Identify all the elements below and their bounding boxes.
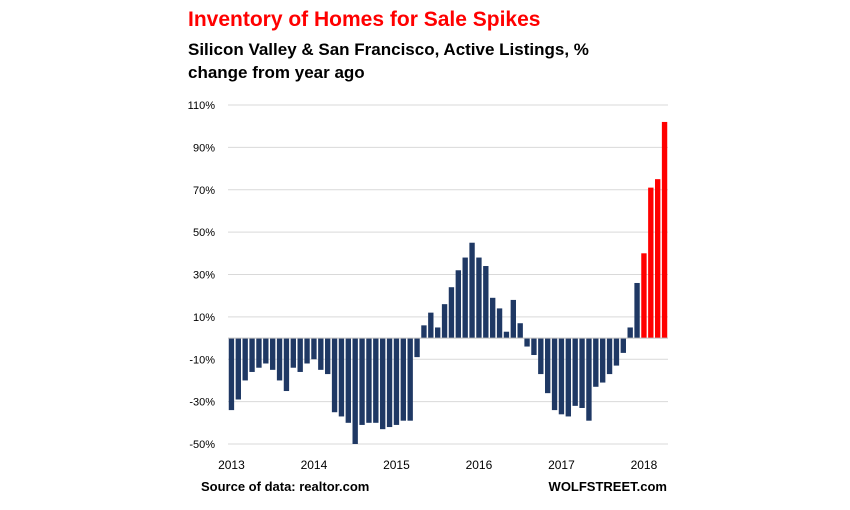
y-tick-label: -30% [189, 397, 215, 409]
bar [331, 338, 338, 413]
y-tick-label: -50% [189, 439, 215, 451]
bar [661, 121, 668, 339]
bar [380, 338, 386, 430]
bar [228, 338, 235, 411]
bar [627, 327, 633, 339]
bar [311, 338, 317, 360]
bar [290, 338, 296, 368]
bar [359, 338, 365, 425]
bar [400, 338, 406, 421]
bar [441, 304, 448, 339]
bar [524, 338, 530, 347]
source-note: Source of data: realtor.com [201, 479, 370, 494]
bar [325, 338, 331, 375]
bar [517, 323, 523, 339]
bar [579, 338, 585, 408]
brand-label: WOLFSTREET.com [548, 479, 667, 494]
bar [304, 338, 310, 364]
y-tick-label: 90% [193, 142, 215, 154]
bar [393, 338, 400, 425]
y-tick-label: 70% [193, 185, 215, 197]
y-tick-label: 30% [193, 270, 215, 282]
y-tick-label: 10% [193, 312, 215, 324]
chart-title: Inventory of Homes for Sale Spikes [188, 8, 541, 31]
bar [373, 338, 379, 423]
bar [496, 308, 503, 339]
bar [558, 338, 565, 415]
bar [531, 338, 537, 356]
bar [476, 257, 482, 339]
bar [510, 299, 516, 339]
bar [318, 338, 324, 370]
x-axis-ticks: 2013 2014 2015 2016 2017 2018 [218, 458, 658, 472]
bar [648, 187, 654, 339]
bar [545, 338, 551, 394]
bar [407, 338, 413, 421]
bar [270, 338, 276, 370]
bar [249, 338, 255, 372]
bar [483, 266, 489, 339]
gridlines [228, 104, 668, 445]
chart-subtitle: Silicon Valley & San Francisco, Active L… [188, 40, 589, 82]
bar [414, 338, 420, 358]
bar [469, 242, 475, 339]
bar [462, 257, 468, 339]
y-tick-label: -10% [189, 354, 215, 366]
bar [256, 338, 262, 368]
bar [448, 287, 455, 339]
y-axis-ticks: 110% 90% 70% 50% 30% 10% -10% -30% -50% [188, 100, 216, 451]
bar [538, 338, 544, 375]
y-tick-label: 110% [188, 100, 216, 112]
bar [600, 338, 606, 383]
bar [235, 338, 241, 400]
bar [263, 338, 269, 364]
y-tick-label: 50% [193, 227, 215, 239]
bar [421, 325, 427, 339]
x-tick-label: 2014 [301, 458, 328, 472]
bar [242, 338, 248, 381]
bar [366, 338, 372, 423]
bar [620, 338, 626, 353]
x-tick-label: 2016 [466, 458, 493, 472]
bar [503, 331, 510, 339]
bar [352, 338, 358, 444]
bar [551, 338, 558, 411]
bar [490, 297, 496, 339]
bar [338, 338, 345, 417]
x-tick-label: 2015 [383, 458, 410, 472]
bar [345, 338, 351, 423]
bar [386, 338, 393, 428]
bar [455, 270, 461, 339]
bar [655, 179, 661, 339]
bar [641, 253, 647, 339]
bar [593, 338, 599, 387]
bar [435, 327, 441, 339]
bar [276, 338, 283, 381]
bar [634, 282, 640, 339]
bar [283, 338, 290, 392]
x-tick-label: 2018 [631, 458, 658, 472]
bar [606, 338, 613, 375]
bar [572, 338, 578, 406]
bar [586, 338, 592, 421]
x-tick-label: 2013 [218, 458, 245, 472]
bar [297, 338, 303, 372]
bar [565, 338, 571, 417]
bar [613, 338, 620, 366]
bar [428, 312, 434, 339]
x-tick-label: 2017 [548, 458, 575, 472]
bars [228, 121, 668, 444]
